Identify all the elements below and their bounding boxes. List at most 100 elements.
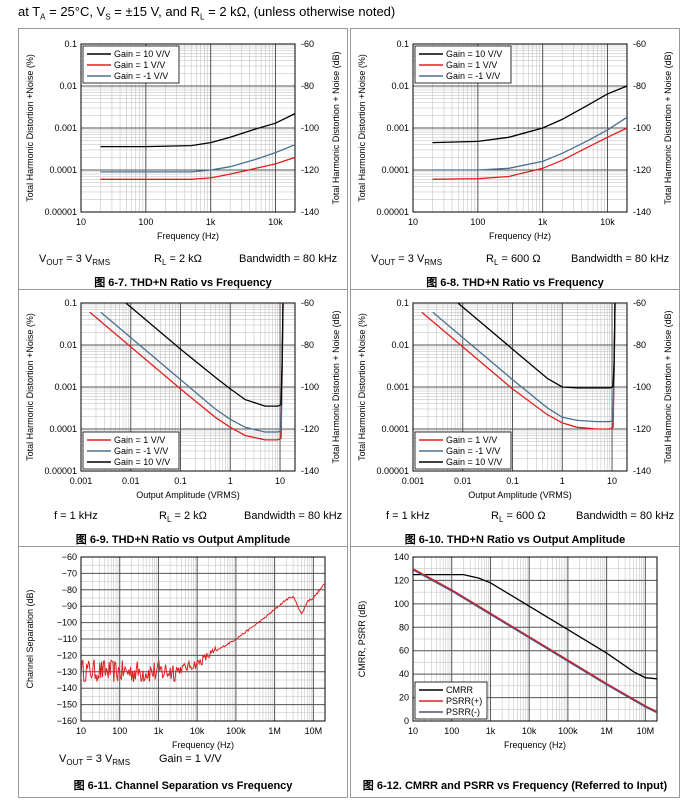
legend-label: PSRR(-): [446, 707, 480, 717]
x-axis-label: Frequency (Hz): [157, 231, 219, 241]
y2-tick-label: -60: [633, 39, 646, 49]
chart-svg: 10 100 1k 10k 0.1 0.01 0.001 0.0001 0.00001 -60 -8…: [357, 39, 673, 241]
x-axis-label: Output Amplitude (VRMS): [136, 490, 240, 500]
y-tick-label: 0.001: [54, 123, 77, 133]
x-tick-label: 100: [444, 726, 459, 736]
y-axis-label: Total Harmonic Distortion +Noise (%): [25, 313, 35, 461]
y-tick-label: 0.01: [391, 81, 409, 91]
x-tick-label: 0.01: [122, 476, 140, 486]
y-axis-label: Total Harmonic Distortion +Noise (%): [357, 54, 367, 202]
legend-label: Gain = 10 V/V: [114, 457, 170, 467]
y-tick-label: −160: [57, 716, 77, 726]
y-tick-label: −80: [62, 585, 77, 595]
series-line-black: [457, 303, 616, 389]
y-axis-label: CMRR, PSRR (dB): [357, 601, 367, 678]
legend-label: Gain = 10 V/V: [114, 49, 170, 59]
x-tick-label: 1: [560, 476, 565, 486]
x-tick-label: 10: [76, 726, 86, 736]
y-tick-label: −130: [57, 667, 77, 677]
y-tick-label: 0.01: [59, 340, 77, 350]
series-line-black: [432, 85, 627, 144]
y-tick-label: −140: [57, 683, 77, 693]
y2-tick-label: -100: [633, 123, 651, 133]
legend-label: PSRR(+): [446, 696, 482, 706]
legend-label: Gain = -1 V/V: [114, 71, 168, 81]
legend-label: Gain = -1 V/V: [446, 71, 500, 81]
test-condition: RL = 600 Ω: [486, 253, 541, 268]
test-condition: VOUT = 3 VRMS: [39, 253, 111, 268]
y-tick-label: 100: [394, 599, 409, 609]
x-axis-label: Output Amplitude (VRMS): [468, 490, 572, 500]
series-line-purple: [413, 569, 657, 714]
series-line-red: [81, 582, 325, 683]
x-axis-label: Frequency (Hz): [489, 231, 551, 241]
chart-svg: 10 100 1k 10k 100k 1M 10M 0 20 40 60 80 100 120 140 Fre…: [357, 552, 658, 750]
y-tick-label: −90: [62, 601, 77, 611]
legend-label: Gain = -1 V/V: [446, 446, 500, 456]
series-line-red: [100, 156, 295, 180]
y-axis-label: Total Harmonic Distortion +Noise (%): [357, 313, 367, 461]
figure-caption: 图 6-9. THD+N Ratio vs Output Amplitude: [75, 534, 291, 546]
x-tick-label: 1M: [600, 726, 613, 736]
y-tick-label: 0: [404, 716, 409, 726]
x-tick-label: 10: [408, 217, 418, 227]
y2-tick-label: -120: [301, 424, 319, 434]
legend-label: Gain = 10 V/V: [446, 457, 502, 467]
test-condition: RL = 600 Ω: [491, 510, 546, 525]
series-line-red: [432, 127, 627, 180]
y2-tick-label: -140: [301, 466, 319, 476]
x-tick-label: 10M: [637, 726, 655, 736]
test-condition: VOUT = 3 VRMS: [371, 253, 443, 268]
y2-tick-label: -60: [301, 298, 314, 308]
y-tick-label: 0.1: [396, 39, 409, 49]
y-axis-label: Channel Separation (dB): [25, 589, 35, 688]
y-tick-label: −120: [57, 650, 77, 660]
x-tick-label: 1k: [154, 726, 164, 736]
test-condition: Bandwidth = 80 kHz: [571, 253, 670, 265]
y2-tick-label: -80: [633, 81, 646, 91]
plot-frame: [80, 556, 326, 722]
y2-tick-label: -140: [301, 207, 319, 217]
y-tick-label: 0.0001: [381, 424, 409, 434]
x-tick-label: 1k: [486, 726, 496, 736]
y-tick-label: 0.1: [64, 39, 77, 49]
y-tick-label: 0.0001: [49, 424, 77, 434]
x-tick-label: 10: [607, 476, 617, 486]
x-tick-label: 10k: [268, 217, 283, 227]
x-tick-label: 10: [76, 217, 86, 227]
x-tick-label: 10k: [522, 726, 537, 736]
x-tick-label: 1: [228, 476, 233, 486]
series-line-blue: [100, 303, 284, 433]
y-tick-label: 0.001: [386, 123, 409, 133]
y-tick-label: 80: [399, 622, 409, 632]
y2-tick-label: -100: [301, 382, 319, 392]
x-tick-label: 0.001: [70, 476, 93, 486]
y-tick-label: 120: [394, 575, 409, 585]
y-tick-label: 20: [399, 693, 409, 703]
y2-tick-label: -120: [633, 165, 651, 175]
y2-tick-label: -100: [633, 382, 651, 392]
y2-tick-label: -120: [633, 424, 651, 434]
x-tick-label: 10M: [305, 726, 323, 736]
figure-caption: 图 6-12. CMRR and PSRR vs Frequency (Refe…: [362, 780, 668, 792]
test-condition: Bandwidth = 80 kHz: [239, 253, 338, 265]
plot-frame: [80, 302, 296, 472]
y-tick-label: 0.00001: [44, 207, 77, 217]
series-line-red: [413, 568, 657, 713]
chart-svg: 10 100 1k 10k 100k 1M 10M −60 −70 −80 −90 −100 −110 −…: [25, 552, 326, 750]
legend-label: Gain = 1 V/V: [114, 435, 165, 445]
y-tick-label: 0.1: [64, 298, 77, 308]
y2-tick-label: -80: [301, 81, 314, 91]
y-tick-label: 0.00001: [376, 207, 409, 217]
y-tick-label: 40: [399, 669, 409, 679]
y-tick-label: −60: [62, 552, 77, 562]
panel-thdn-vs-frequency-600: 10 100 1k 10k 0.1 0.01 0.001 0.0001 0.00001 -60 -8…: [350, 28, 680, 290]
x-tick-label: 10: [275, 476, 285, 486]
y2-tick-label: -140: [633, 207, 651, 217]
chart-svg: 10 100 1k 10k 0.1 0.01 0.001 0.0001 0.00001 -60 -8…: [25, 39, 341, 241]
series-line-blue: [432, 303, 616, 423]
y2-tick-label: -60: [633, 298, 646, 308]
plot-frame: [80, 43, 296, 213]
figure-caption: 图 6-10. THD+N Ratio vs Output Amplitude: [404, 534, 626, 546]
x-tick-label: 0.01: [454, 476, 472, 486]
